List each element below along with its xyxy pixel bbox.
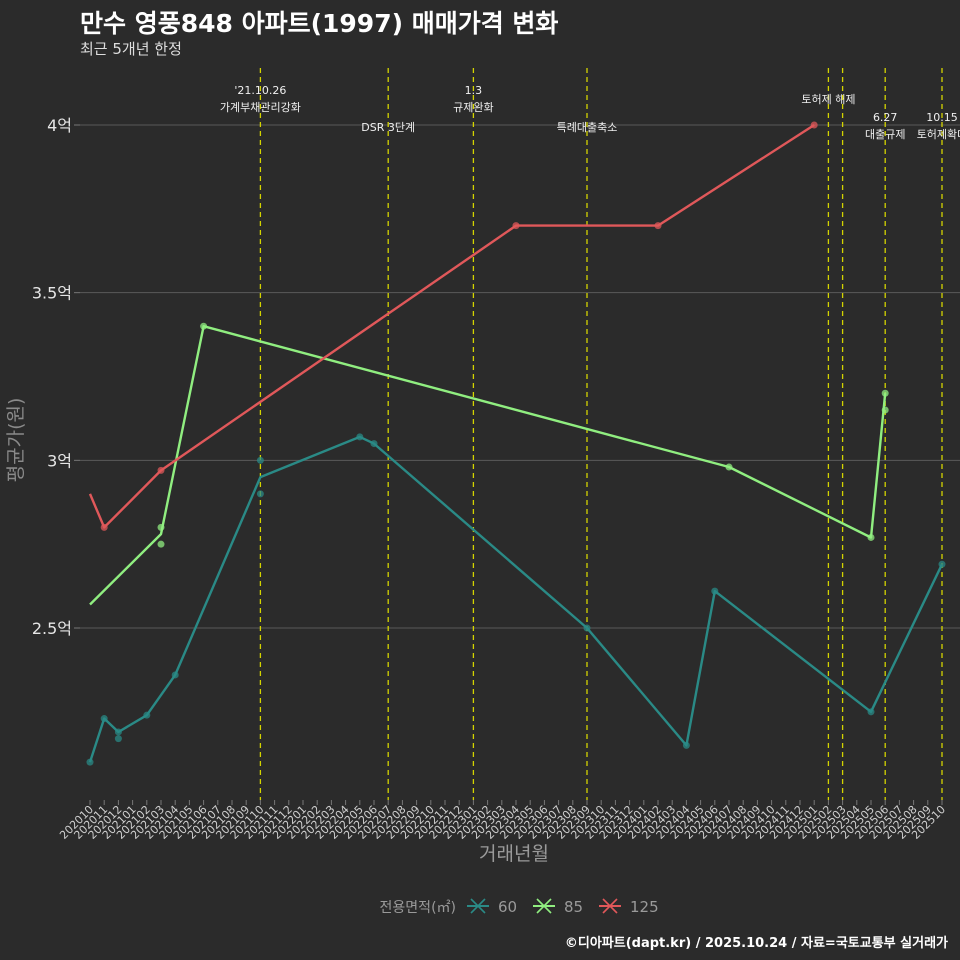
event-label: 1.3 bbox=[465, 84, 483, 97]
data-point bbox=[114, 728, 122, 736]
legend-label: 125 bbox=[630, 898, 659, 916]
event-label: 6.27 bbox=[873, 111, 898, 124]
chart-title: 만수 영풍848 아파트(1997) 매매가격 변화 bbox=[80, 9, 559, 38]
data-point bbox=[810, 121, 818, 129]
data-point bbox=[157, 540, 165, 548]
legend-key-cross bbox=[470, 898, 486, 914]
event-label: 가계부채관리강화 bbox=[220, 101, 301, 114]
legend-label: 60 bbox=[498, 898, 517, 916]
data-point bbox=[143, 711, 151, 719]
data-point bbox=[157, 523, 165, 531]
data-point bbox=[86, 758, 94, 766]
series-125 bbox=[88, 121, 818, 531]
legend-key-85 bbox=[533, 898, 555, 914]
legend-key-cross bbox=[602, 898, 618, 914]
data-point bbox=[256, 490, 264, 498]
legend-key-60 bbox=[467, 898, 489, 914]
data-point bbox=[256, 456, 264, 464]
data-point bbox=[867, 708, 875, 716]
data-point bbox=[881, 406, 889, 414]
data-point bbox=[654, 222, 662, 230]
y-tick-label: 3.5억 bbox=[32, 284, 72, 303]
y-tick-label: 2.5억 bbox=[32, 619, 72, 638]
event-label: 토허제 해제 bbox=[801, 92, 855, 106]
data-point bbox=[867, 533, 875, 541]
data-point bbox=[711, 587, 719, 595]
data-point bbox=[370, 440, 378, 448]
data-point bbox=[725, 463, 733, 471]
data-point bbox=[881, 389, 889, 397]
legend-title: 전용면적(㎡) bbox=[380, 900, 456, 916]
series-line-125 bbox=[88, 123, 815, 529]
event-label: 대출규제 bbox=[865, 128, 905, 141]
x-axis-ticks: 2020102020112020122021012021022021032021… bbox=[57, 800, 948, 842]
event-label: DSR 3단계 bbox=[361, 121, 415, 134]
event-label: 특례대출축소 bbox=[557, 121, 618, 134]
data-point bbox=[200, 322, 208, 330]
data-point bbox=[682, 741, 690, 749]
y-axis-label: 평균가(원) bbox=[5, 398, 27, 483]
data-point bbox=[356, 433, 364, 441]
data-point bbox=[583, 624, 591, 632]
data-point bbox=[100, 523, 108, 531]
event-label: 10.15 bbox=[926, 111, 958, 124]
y-axis-ticks: 2.5억 3억 3.5억 4억 bbox=[32, 116, 80, 638]
data-point bbox=[157, 466, 165, 474]
series-line-85 bbox=[89, 325, 887, 606]
legend: 전용면적(㎡) 60 85 125 bbox=[380, 898, 659, 916]
series-line-60 bbox=[88, 435, 944, 763]
series-60 bbox=[86, 433, 946, 766]
chart-subtitle: 최근 5개년 한정 bbox=[80, 40, 182, 58]
event-label: 규제완화 bbox=[453, 101, 493, 114]
data-series bbox=[86, 121, 946, 766]
data-point bbox=[938, 560, 946, 568]
legend-key-125 bbox=[599, 898, 621, 914]
data-point bbox=[171, 671, 179, 679]
x-axis-label: 거래년월 bbox=[479, 843, 549, 865]
legend-label: 85 bbox=[564, 898, 583, 916]
event-label: '21.10.26 bbox=[234, 84, 286, 97]
series-85 bbox=[89, 322, 889, 606]
caption: ©디아파트(dapt.kr) / 2025.10.24 / 자료=국토교통부 실… bbox=[564, 936, 948, 951]
legend-key-cross bbox=[536, 898, 552, 914]
data-point bbox=[114, 735, 122, 743]
data-point bbox=[100, 715, 108, 723]
data-point bbox=[512, 222, 520, 230]
y-tick-label: 4억 bbox=[47, 116, 72, 135]
event-label: 토허제확대 bbox=[917, 128, 960, 141]
y-tick-label: 3억 bbox=[47, 451, 72, 470]
